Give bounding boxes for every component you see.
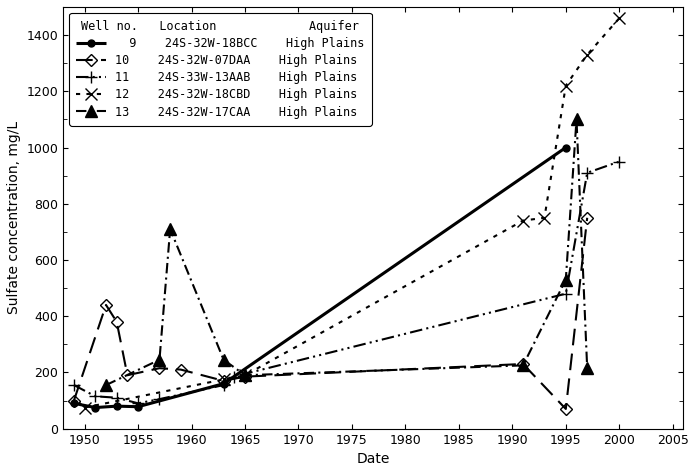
Legend:   9    24S-32W-18BCC    High Plains, 10    24S-32W-07DAA    High Plains, 11    2: 9 24S-32W-18BCC High Plains, 10 24S-32W-… xyxy=(69,13,372,126)
X-axis label: Date: Date xyxy=(357,452,390,466)
Y-axis label: Sulfate concentration, mg/L: Sulfate concentration, mg/L xyxy=(7,121,21,315)
